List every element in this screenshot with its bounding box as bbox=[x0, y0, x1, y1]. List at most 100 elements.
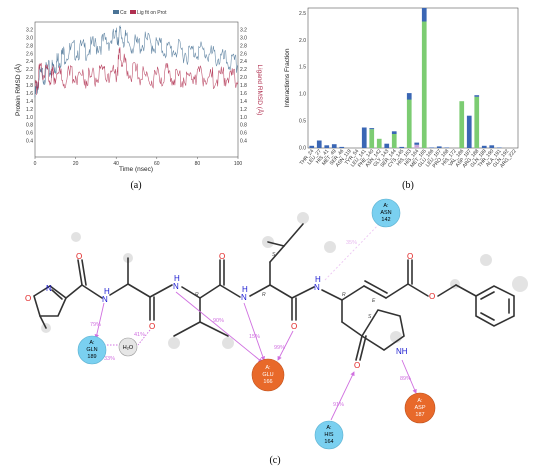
rmsd-ytick-right: 2.4 bbox=[240, 59, 247, 65]
residue-asp187-number: 187 bbox=[415, 412, 424, 418]
rmsd-series-line-ligand bbox=[34, 47, 239, 96]
bar-his164-waterbridges bbox=[414, 142, 420, 145]
bar-arg188-waterbridges bbox=[474, 95, 480, 97]
stereo-r-2: R bbox=[262, 292, 266, 298]
interactions-ytick: 1.0 bbox=[299, 92, 306, 98]
bar-leu167-waterbridges bbox=[436, 146, 442, 148]
rmsd-ytick-left: 1.6 bbox=[26, 91, 33, 97]
residue-gln189: A: GLN 189 bbox=[77, 335, 107, 365]
bar-cys145-waterbridges bbox=[399, 146, 405, 148]
bar-gln189-waterbridges bbox=[481, 145, 487, 148]
bar-gly143-waterbridges bbox=[384, 143, 390, 148]
lactam-nh: NH bbox=[396, 347, 408, 356]
rmsd-ytick-left: 2.8 bbox=[26, 43, 33, 49]
isoxazole-oxygen: O bbox=[25, 294, 31, 303]
rmsd-ytick-right: 0.6 bbox=[240, 131, 247, 137]
rmsd-ytick-left: 1.2 bbox=[26, 107, 33, 113]
rmsd-ytick-right: 1.8 bbox=[240, 83, 247, 89]
rmsd-ytick-right: 1.0 bbox=[240, 115, 247, 121]
bar-his163-waterbridges bbox=[406, 93, 412, 100]
carbonyl-oxygen-4: O bbox=[291, 322, 297, 331]
rmsd-plot-frame bbox=[34, 21, 239, 158]
rmsd-xtick-label: 20 bbox=[73, 161, 79, 167]
rmsd-ytick-left: 1.8 bbox=[26, 83, 33, 89]
stereo-e: E bbox=[372, 298, 376, 304]
pct-gln189: 79% bbox=[90, 322, 101, 328]
bar-phe140-hbonds bbox=[369, 129, 375, 148]
rmsd-ytick-left: 0.8 bbox=[26, 123, 33, 129]
interactions-plot-frame bbox=[307, 7, 519, 149]
rmsd-ytick-right: 1.6 bbox=[240, 91, 247, 97]
legend-swatch-ca bbox=[113, 10, 119, 14]
rmsd-ytick-right: 2.8 bbox=[240, 43, 247, 49]
water-molecule: H₂O bbox=[118, 337, 138, 357]
rmsd-ytick-right: 0.8 bbox=[240, 123, 247, 129]
residue-asn142: A: ASN 142 bbox=[371, 198, 401, 228]
lactam-oxygen: O bbox=[354, 361, 360, 370]
bar-his164-hydrophobic bbox=[414, 144, 420, 148]
rmsd-ytick-right: 1.4 bbox=[240, 99, 247, 105]
bar-ser144-hbonds bbox=[391, 134, 397, 148]
rmsd-y-axis-label-right: Ligand RMSD (Å) bbox=[256, 65, 265, 116]
interactions-ytick: 0.0 bbox=[299, 146, 306, 152]
bar-met49-waterbridges bbox=[331, 144, 337, 148]
bar-his163-hbonds bbox=[406, 99, 412, 148]
stereo-labels: R R S R E S bbox=[195, 252, 376, 320]
rmsd-ytick-left: 0.4 bbox=[26, 139, 33, 145]
ligand-bonds bbox=[33, 223, 515, 361]
bar-val186-hbonds bbox=[459, 101, 465, 148]
rmsd-xtick-label: 0 bbox=[34, 161, 37, 167]
bar-his41-waterbridges bbox=[324, 145, 330, 148]
interactions-ytick: 2.0 bbox=[299, 38, 306, 44]
rmsd-xtick-label: 100 bbox=[234, 161, 243, 167]
bar-met165-waterbridges bbox=[421, 8, 427, 22]
rmsd-ytick-right: 2.2 bbox=[240, 67, 247, 73]
stereo-r-3: R bbox=[342, 292, 346, 298]
rmsd-xtick-label: 40 bbox=[113, 161, 119, 167]
ester-carbonyl-oxygen: O bbox=[407, 252, 413, 261]
interactions-y-axis-label: Interactions Fraction bbox=[284, 48, 291, 107]
pct-asp187: 89% bbox=[400, 376, 411, 382]
residue-his164: A: HIS 164 bbox=[314, 420, 344, 450]
legend-swatch-lig bbox=[130, 10, 136, 14]
panel-label-a: (a) bbox=[130, 180, 141, 191]
interactions-ytick: 0.5 bbox=[299, 119, 306, 125]
residue-his164-number: 164 bbox=[324, 439, 333, 445]
ester-oxygen: O bbox=[429, 292, 435, 301]
bar-ser144-waterbridges bbox=[391, 131, 397, 134]
pct-glu166-2: 15% bbox=[249, 334, 260, 340]
panel-label-b: (b) bbox=[402, 180, 414, 191]
pct-asn142: 35% bbox=[346, 240, 357, 246]
residue-gln189-name: GLN bbox=[86, 347, 97, 353]
pct-his164: 91% bbox=[333, 402, 344, 408]
residue-asn142-name: ASN bbox=[380, 210, 391, 216]
pct-water-2: 41% bbox=[134, 332, 145, 338]
rmsd-ytick-right: 3.2 bbox=[240, 27, 247, 33]
solvent-exposure-halos bbox=[41, 212, 528, 349]
residue-glu166-number: 166 bbox=[263, 379, 272, 385]
residue-glu166-chain: A: bbox=[265, 365, 271, 371]
rmsd-ytick-left: 2.0 bbox=[26, 75, 33, 81]
residue-asn142-chain: A: bbox=[383, 203, 389, 209]
residue-glu166: A: GLU 166 bbox=[251, 358, 285, 392]
interactions-ytick: 2.5 bbox=[299, 11, 306, 17]
isoxazole-nitrogen: N bbox=[46, 284, 52, 293]
rmsd-chart: 0.4 0.4 0.6 0.6 0.8 0.8 1.0 1.0 1.2 1.2 1.4 1.4 1.6 1… bbox=[13, 10, 265, 191]
bar-asp187-waterbridges bbox=[466, 115, 472, 148]
rmsd-ytick-left: 3.0 bbox=[26, 35, 33, 41]
residue-asp187: A: ASP 187 bbox=[404, 392, 436, 424]
residue-his164-name: HIS bbox=[324, 432, 334, 438]
bar-ala191-waterbridges bbox=[496, 147, 502, 148]
stereo-s-2: S bbox=[368, 314, 372, 320]
amide-nitrogen-1: N bbox=[102, 295, 108, 304]
water-label: H₂O bbox=[123, 345, 134, 351]
bar-leu27-waterbridges bbox=[316, 140, 322, 148]
rmsd-ytick-left: 0.6 bbox=[26, 131, 33, 137]
rmsd-ytick-left: 1.0 bbox=[26, 115, 33, 121]
amide-hydrogen-2: H bbox=[174, 274, 180, 283]
amide-hydrogen-1: H bbox=[104, 287, 110, 296]
amide-hydrogen-4: H bbox=[315, 275, 321, 284]
amide-hydrogen-3: H bbox=[242, 285, 248, 294]
amide-nitrogen-3: N bbox=[241, 293, 247, 302]
rmsd-ytick-right: 3.0 bbox=[240, 35, 247, 41]
